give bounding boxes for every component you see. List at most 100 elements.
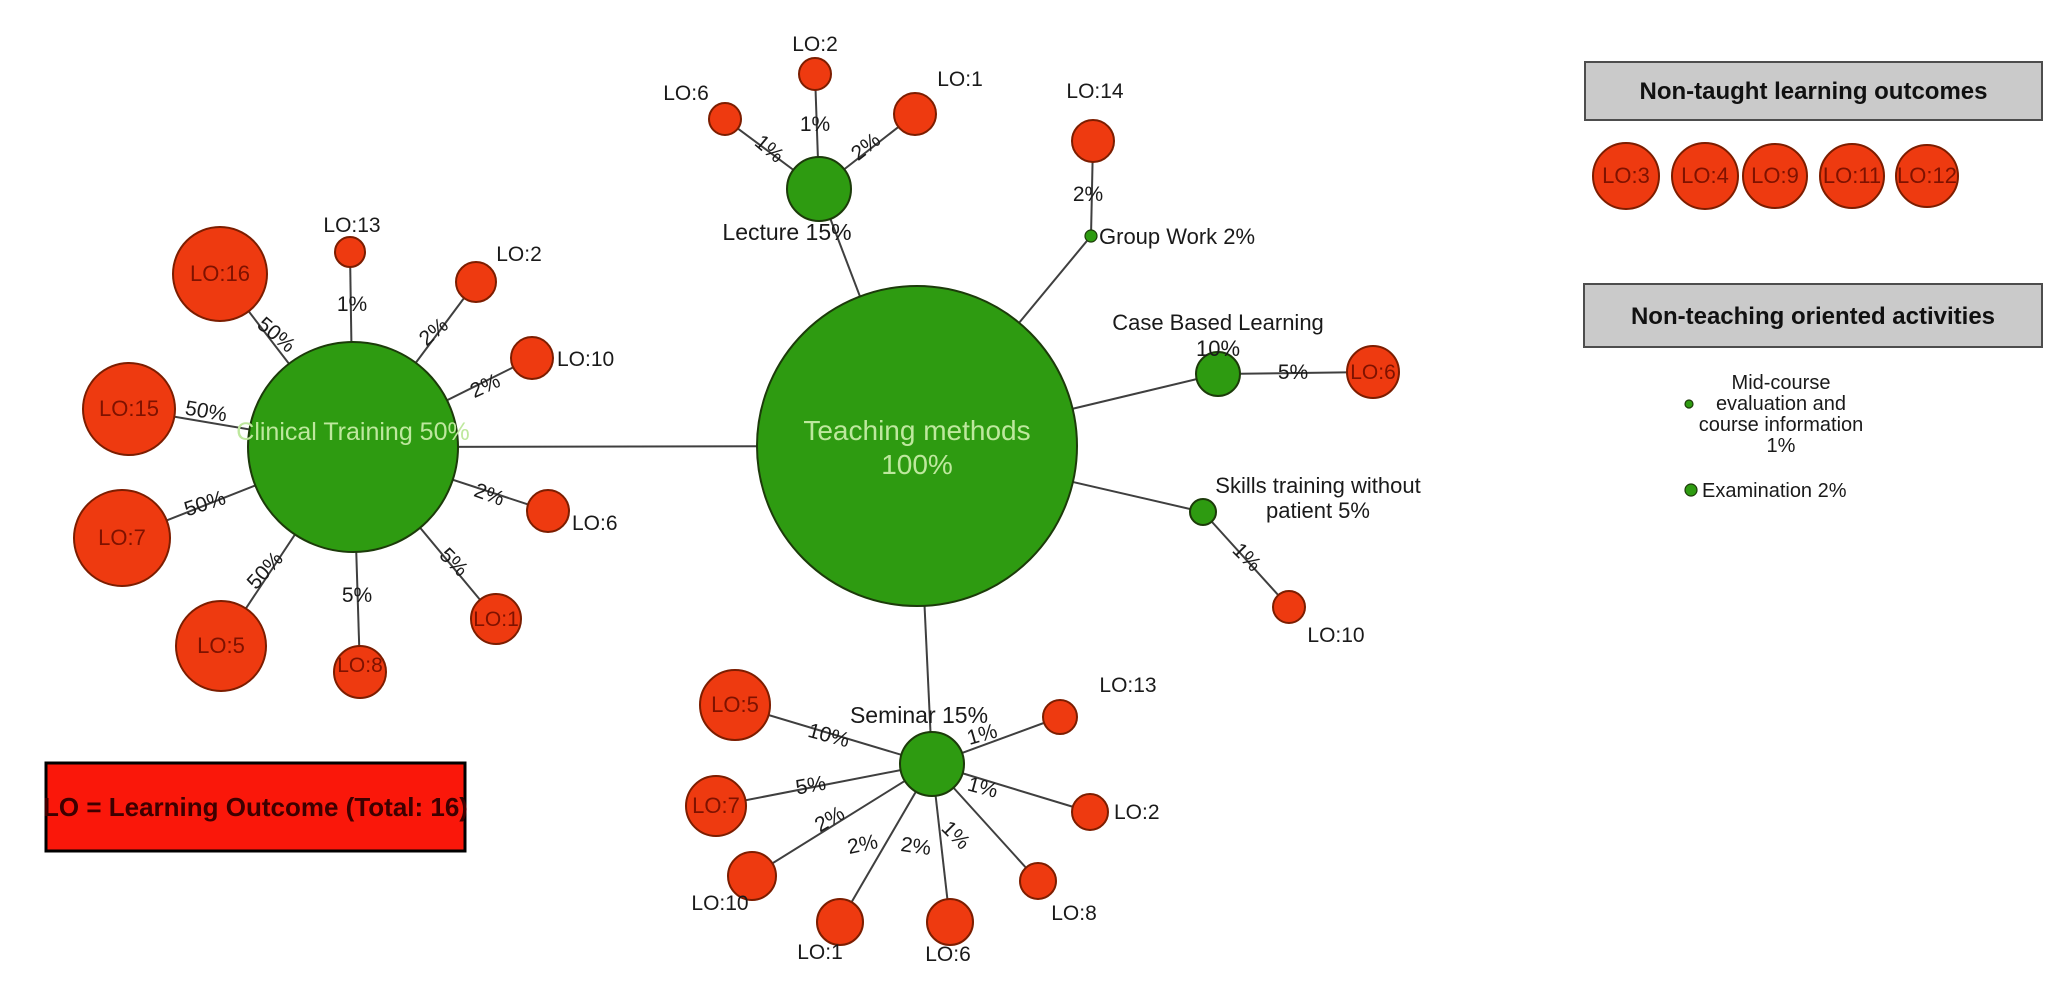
edge-label-clinical-lo2: 2% xyxy=(415,313,453,350)
node-teaching xyxy=(756,285,1078,607)
node-label-lo9-panel: LO:9 xyxy=(1751,163,1799,188)
node-lo8-seminar xyxy=(1019,862,1057,900)
edge-label-seminar-lo7: 5% xyxy=(794,772,828,800)
node-midcourse-dot xyxy=(1684,399,1694,409)
edge-label-clinical-lo16: 50% xyxy=(253,313,300,358)
label-skills-line1: Skills training without xyxy=(1215,473,1420,498)
node-lo10-clinical xyxy=(510,336,554,380)
label-lo14-group: LO:14 xyxy=(1066,80,1124,103)
node-lo16-clinical xyxy=(172,226,268,322)
label-lo6-seminar: LO:6 xyxy=(925,943,971,966)
label-groupwork: Group Work 2% xyxy=(1099,224,1255,249)
node-lo1-clinical xyxy=(470,593,522,645)
edge-seminar-lo10-seminar xyxy=(751,763,933,877)
label-midcourse-line3: course information xyxy=(1699,414,1864,436)
label-lo2-seminar: LO:2 xyxy=(1114,801,1160,824)
label-lo10-skills: LO:10 xyxy=(1307,624,1364,647)
label-lo10-clinical: LO:10 xyxy=(557,348,614,371)
label-lo8-seminar: LO:8 xyxy=(1051,902,1097,925)
legend-box-title: LO = Learning Outcome (Total: 16) xyxy=(43,792,468,822)
label-lo2-lecture: LO:2 xyxy=(792,33,838,56)
node-label-lo6-cbl: LO:6 xyxy=(1350,361,1396,384)
edge-label-clinical-lo7: 50% xyxy=(181,486,228,521)
non-taught-box-title: Non-taught learning outcomes xyxy=(1640,78,1988,105)
edge-label-clinical-lo15: 50% xyxy=(183,397,228,427)
node-lo14-group xyxy=(1071,119,1115,163)
node-label-lo4-panel: LO:4 xyxy=(1681,163,1729,188)
label-lecture: Lecture 15% xyxy=(722,219,851,245)
node-lo6-seminar xyxy=(926,898,974,946)
node-lo1-lecture xyxy=(893,92,937,136)
edge-label-clinical-lo1: 5% xyxy=(435,544,473,582)
edge-label-clinical-lo8: 5% xyxy=(342,584,372,607)
node-label-lo5-seminar: LO:5 xyxy=(711,692,759,717)
label-lo13-seminar: LO:13 xyxy=(1099,674,1156,697)
node-label-lo12-panel: LO:12 xyxy=(1897,163,1957,188)
label-cbl-line1: Case Based Learning xyxy=(1112,310,1324,335)
node-lo4-panel xyxy=(1671,142,1739,210)
node-lo5-clinical xyxy=(175,600,267,692)
non-taught-box xyxy=(1584,61,2043,121)
node-lo2-lecture xyxy=(798,57,832,91)
label-midcourse-line2: evaluation and xyxy=(1716,393,1846,415)
edge-label-groupwork-lo14: 2% xyxy=(1073,183,1103,206)
node-label-lo16-clinical: LO:16 xyxy=(190,261,250,286)
node-label-lo3-panel: LO:3 xyxy=(1602,163,1650,188)
edge-label-clinical-lo6: 2% xyxy=(471,479,507,511)
edge-label-lecture-lo2: 1% xyxy=(800,113,830,136)
node-lo13-seminar xyxy=(1042,699,1078,735)
label-midcourse-line1: Mid-course xyxy=(1732,372,1831,394)
node-lo10-seminar xyxy=(727,851,777,901)
node-lo13-clinical xyxy=(334,236,366,268)
node-label-lo8-clinical: LO:8 xyxy=(337,654,383,677)
node-label-lo15-clinical: LO:15 xyxy=(99,396,159,421)
edge-label-clinical-lo13: 1% xyxy=(337,293,367,316)
edge-skills-lo10-skills xyxy=(1202,511,1290,608)
edge-label-seminar-lo1: 2% xyxy=(845,830,879,859)
node-lo7-clinical xyxy=(73,489,171,587)
node-seminar xyxy=(899,731,965,797)
label-teaching-line2: 100% xyxy=(881,449,953,480)
node-clinical xyxy=(247,341,459,553)
label-lo2-clinical: LO:2 xyxy=(496,243,542,266)
node-lecture xyxy=(786,156,852,222)
node-lo6-clinical xyxy=(526,489,570,533)
non-teaching-box-title: Non-teaching oriented activities xyxy=(1631,303,1995,330)
node-label-lo11-panel: LO:11 xyxy=(1823,163,1881,188)
node-label-lo1-clinical: LO:1 xyxy=(473,608,519,631)
edge-label-cbl-lo6: 5% xyxy=(1278,361,1308,384)
node-lo15-clinical xyxy=(82,362,176,456)
label-lo1-lecture: LO:1 xyxy=(937,68,983,91)
node-lo6-lecture xyxy=(708,102,742,136)
label-seminar: Seminar 15% xyxy=(850,702,988,728)
node-lo11-panel xyxy=(1819,143,1885,209)
node-skills xyxy=(1189,498,1217,526)
label-lo1-seminar: LO:1 xyxy=(797,941,843,964)
label-lo10-seminar: LO:10 xyxy=(691,892,748,915)
node-lo7-seminar xyxy=(685,775,747,837)
label-lo6-lecture: LO:6 xyxy=(663,82,709,105)
node-lo2-clinical xyxy=(455,261,497,303)
node-label-lo7-clinical: LO:7 xyxy=(98,525,146,550)
node-groupwork xyxy=(1084,229,1098,243)
label-lo13-clinical: LO:13 xyxy=(323,214,380,237)
node-label-lo7-seminar: LO:7 xyxy=(692,793,740,818)
label-skills-line2: patient 5% xyxy=(1266,498,1370,523)
node-cbl xyxy=(1195,351,1241,397)
edge-label-lecture-lo1: 2% xyxy=(847,128,885,165)
node-lo8-clinical xyxy=(333,645,387,699)
node-lo10-skills xyxy=(1272,590,1306,624)
node-lo9-panel xyxy=(1742,143,1808,209)
label-cbl-line2: 10% xyxy=(1196,336,1240,361)
non-teaching-box xyxy=(1583,283,2043,348)
node-lo1-seminar xyxy=(816,898,864,946)
label-midcourse-line4: 1% xyxy=(1767,435,1796,457)
edge-label-seminar-lo10: 2% xyxy=(811,802,849,837)
label-lo6-clinical: LO:6 xyxy=(572,512,618,535)
edge-seminar-lo7-seminar xyxy=(715,763,933,807)
node-label-lo5-clinical: LO:5 xyxy=(197,633,245,658)
node-lo12-panel xyxy=(1895,144,1959,208)
node-lo3-panel xyxy=(1592,142,1660,210)
